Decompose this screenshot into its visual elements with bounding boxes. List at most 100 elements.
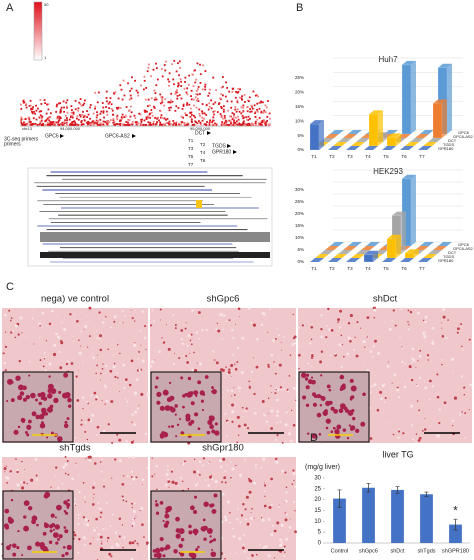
hic-dot — [214, 101, 217, 104]
hic-dot — [178, 60, 181, 63]
hic-dot — [80, 119, 83, 122]
tissue-dot — [135, 476, 138, 479]
inset-dot — [212, 538, 217, 542]
hic-dot — [94, 105, 97, 108]
tissue-dot — [60, 321, 63, 324]
bar-side — [414, 249, 419, 258]
scale-min: 1 — [44, 55, 47, 60]
hic-dot — [201, 103, 204, 105]
tissue-dot — [292, 423, 296, 427]
gene-arrow — [233, 150, 237, 154]
hic-dot — [196, 88, 199, 91]
tissue-dot — [56, 486, 60, 490]
bar-front — [368, 114, 379, 147]
primer-label: T6 — [200, 158, 206, 163]
x-tick-label: T4 — [365, 154, 371, 159]
inset-dot — [154, 500, 158, 503]
tissue-dot — [6, 482, 9, 484]
inset-dot — [26, 433, 30, 437]
hic-dot — [31, 112, 34, 115]
hic-dot — [231, 118, 234, 121]
tissue-dot — [256, 337, 259, 341]
tissue-dot — [271, 392, 272, 393]
tissue-dot — [233, 387, 235, 389]
tissue-dot — [248, 386, 252, 389]
hic-dot — [241, 95, 243, 98]
tissue-dot — [438, 421, 441, 425]
tissue-dot — [237, 307, 241, 311]
tissue-dot — [223, 515, 227, 519]
tissue-dot — [289, 354, 292, 356]
hic-dot — [56, 116, 59, 118]
tissue-dot — [54, 475, 56, 478]
hic-dot — [147, 98, 150, 101]
hic-dot — [142, 123, 145, 126]
tissue-dot — [276, 421, 279, 424]
hic-dot — [268, 112, 271, 115]
tissue-dot — [396, 388, 400, 392]
tissue-dot — [259, 544, 261, 546]
hic-dot — [130, 111, 133, 114]
tissue-dot — [341, 343, 343, 346]
hic-dot — [131, 123, 134, 126]
hic-dot — [212, 110, 215, 113]
hic-dot — [215, 123, 218, 126]
hic-dot — [86, 110, 88, 113]
tissue-dot — [253, 392, 256, 396]
tissue-dot — [419, 349, 422, 352]
tissue-dot — [93, 326, 95, 328]
tissue-dot — [273, 557, 276, 559]
hic-dot — [23, 101, 26, 104]
inset-dot — [43, 493, 49, 499]
hic-dot — [29, 104, 32, 107]
tissue-dot — [469, 383, 473, 387]
tissue-dot — [436, 395, 440, 399]
hic-dot — [256, 102, 259, 105]
panel-label: D — [310, 432, 318, 444]
tissue-dot — [26, 482, 28, 485]
tissue-dot — [417, 360, 419, 362]
tissue-dot — [118, 535, 121, 538]
gene-label: GPR180 — [212, 149, 231, 155]
tissue-dot — [354, 336, 356, 338]
hic-dot — [99, 112, 102, 115]
inset-dot — [15, 375, 21, 381]
inset-dot — [12, 552, 17, 557]
tissue-dot — [253, 357, 254, 359]
inset-dot — [56, 537, 60, 541]
tissue-dot — [220, 368, 224, 372]
hic-dot — [83, 119, 86, 122]
tissue-dot — [55, 332, 58, 336]
hic-dot — [78, 113, 81, 116]
bar-top — [330, 242, 344, 246]
tissue-dot — [148, 365, 152, 368]
tissue-dot — [460, 323, 463, 326]
hic-dot — [121, 98, 124, 101]
bar-top — [333, 254, 347, 258]
tissue-dot — [435, 433, 439, 437]
tissue-dot — [150, 324, 153, 327]
hic-dot — [229, 115, 231, 118]
bar-front — [432, 103, 443, 139]
tissue-dot — [131, 317, 134, 320]
bar-top — [428, 250, 442, 254]
tissue-dot — [468, 409, 470, 411]
inset-dot — [10, 381, 13, 384]
tissue-dot — [143, 536, 145, 538]
hic-dot — [237, 115, 239, 118]
hic-dot — [220, 116, 223, 118]
hic-dot — [263, 119, 266, 122]
hic-dot — [96, 114, 99, 116]
primer-label: T5 — [188, 154, 194, 159]
tissue-dot — [211, 478, 214, 481]
tissue-dot — [291, 483, 294, 486]
tissue-dot — [1, 543, 3, 545]
tissue-dot — [225, 320, 227, 323]
tissue-dot — [262, 312, 266, 316]
hic-dot — [35, 109, 38, 112]
tissue-dot — [82, 481, 85, 484]
tissue-dot — [168, 486, 170, 488]
tissue-dot — [221, 492, 225, 496]
bar-side — [396, 133, 401, 146]
hic-dot — [102, 123, 105, 126]
